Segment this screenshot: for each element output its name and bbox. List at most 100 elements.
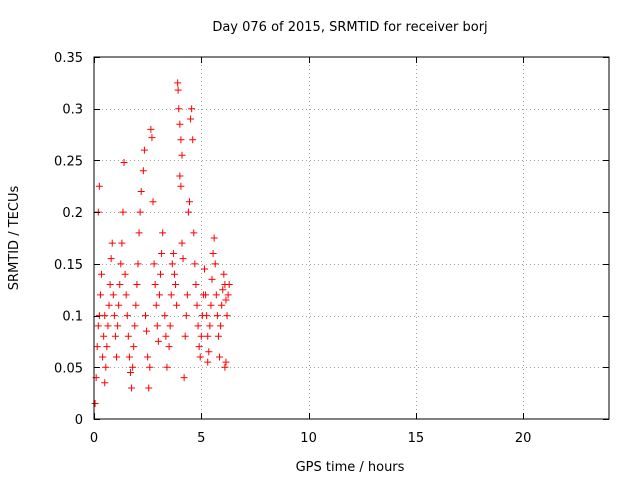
data-point [101, 312, 109, 320]
data-point [101, 379, 109, 387]
data-point [129, 363, 137, 371]
data-point [161, 312, 169, 320]
data-point [194, 322, 202, 330]
data-point [218, 301, 226, 309]
data-point [105, 301, 113, 309]
x-tick-label: 15 [408, 431, 425, 446]
data-point [91, 399, 99, 407]
data-point [220, 270, 228, 278]
data-point [180, 374, 188, 382]
data-point [162, 332, 170, 340]
data-point [221, 363, 229, 371]
data-point [174, 86, 182, 94]
chart-title: Day 076 of 2015, SRMTID for receiver bor… [212, 20, 487, 35]
x-tick-label: 0 [90, 431, 98, 446]
data-point [149, 198, 157, 206]
data-point [131, 322, 139, 330]
data-point [184, 208, 192, 216]
data-point [223, 312, 231, 320]
data-point [189, 136, 197, 144]
data-point [172, 281, 180, 289]
data-point [113, 353, 121, 361]
grid [94, 57, 609, 419]
data-point [155, 291, 163, 299]
data-point [202, 291, 210, 299]
data-point [222, 296, 230, 304]
data-point [116, 281, 124, 289]
data-point [203, 312, 211, 320]
data-point [99, 353, 107, 361]
data-point [154, 337, 162, 345]
x-tick-label: 5 [197, 431, 205, 446]
data-point [117, 260, 125, 268]
data-point [216, 353, 224, 361]
data-point [214, 332, 222, 340]
data-point [145, 384, 153, 392]
data-point [176, 172, 184, 180]
data-point [103, 343, 111, 351]
data-point [209, 250, 217, 258]
data-point [179, 255, 187, 263]
x-tick-label: 10 [300, 431, 317, 446]
data-point [217, 322, 225, 330]
y-tick-label: 0.1 [62, 310, 83, 325]
data-point [185, 198, 193, 206]
data-point [135, 229, 143, 237]
data-point [204, 332, 212, 340]
data-point [151, 281, 159, 289]
data-point [157, 270, 165, 278]
data-point [104, 322, 112, 330]
data-point [111, 332, 119, 340]
data-point [208, 275, 216, 283]
data-point [143, 327, 151, 335]
data-point [178, 151, 186, 159]
y-tick-label: 0.3 [62, 103, 83, 118]
data-point [137, 187, 145, 195]
data-point [150, 260, 158, 268]
data-point [163, 363, 171, 371]
data-point [187, 115, 195, 123]
x-axis-label: GPS time / hours [296, 460, 405, 475]
data-point [191, 260, 199, 268]
data-point [146, 363, 154, 371]
data-point [130, 343, 138, 351]
data-point [142, 312, 149, 320]
data-point [152, 301, 160, 309]
data-point [219, 286, 227, 294]
data-point [197, 332, 205, 340]
data-point [212, 291, 220, 299]
data-point [102, 363, 110, 371]
data-point [196, 353, 204, 361]
x-tick-labels: 0 5 10 15 20 [90, 431, 532, 446]
data-point [120, 158, 128, 166]
data-point [159, 229, 167, 237]
data-point [95, 182, 103, 190]
data-point [126, 368, 134, 376]
data-point [140, 146, 148, 154]
data-point [178, 239, 186, 247]
y-tick-label: 0.05 [54, 361, 83, 376]
data-point [192, 281, 200, 289]
axis-ticks [94, 57, 609, 420]
data-point [115, 301, 123, 309]
data-point [124, 332, 132, 340]
data-point [206, 322, 214, 330]
data-point [96, 291, 104, 299]
data-point [107, 255, 115, 263]
data-point [213, 312, 221, 320]
y-tick-label: 0.15 [54, 258, 83, 273]
data-point [158, 250, 166, 258]
data-point [121, 270, 129, 278]
data-point [188, 105, 196, 113]
data-point [193, 301, 201, 309]
data-point [132, 301, 140, 309]
data-point [210, 234, 218, 242]
data-point [153, 322, 161, 330]
y-tick-label: 0.35 [54, 51, 83, 66]
data-point [177, 182, 185, 190]
y-tick-labels: 0 0.05 0.1 0.15 0.2 0.25 0.3 0.35 [54, 51, 83, 428]
data-point [201, 265, 209, 273]
data-point [167, 291, 175, 299]
data-point [144, 353, 152, 361]
